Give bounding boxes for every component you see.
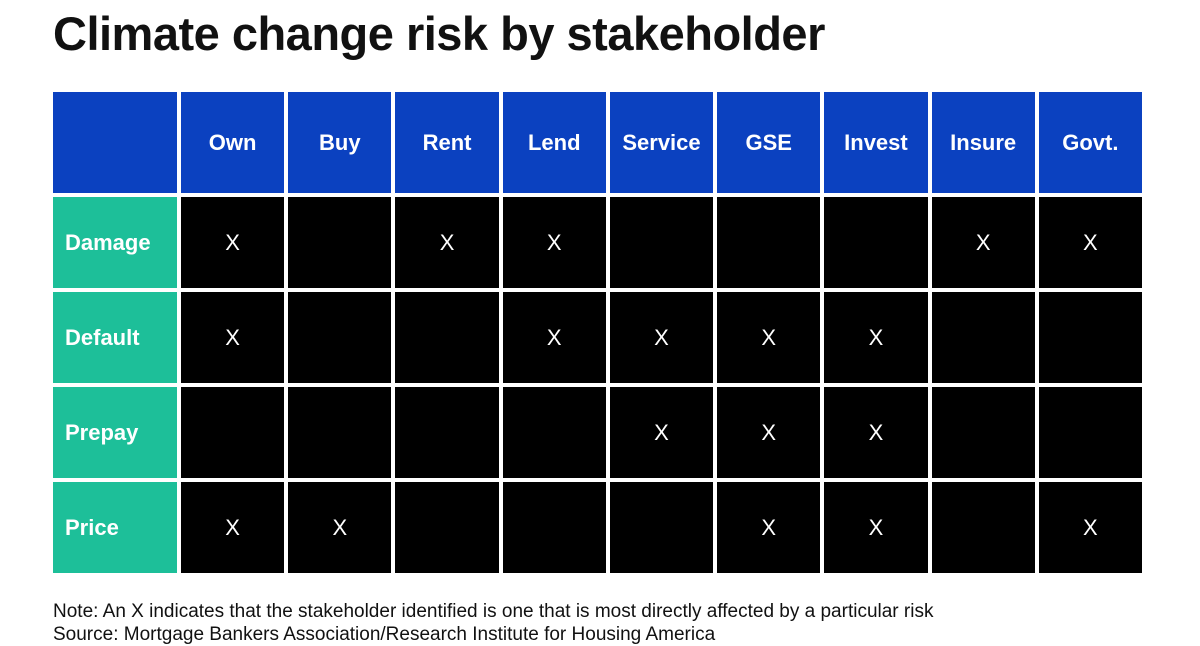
table-cell: X bbox=[181, 292, 285, 383]
page: Climate change risk by stakeholder Own Bu… bbox=[53, 7, 1142, 645]
table-cell: X bbox=[931, 197, 1035, 288]
column-header: Govt. bbox=[1038, 92, 1142, 193]
table-cell: X bbox=[181, 482, 285, 573]
table-cell: X bbox=[1038, 482, 1142, 573]
row-label: Default bbox=[53, 292, 177, 383]
table-cell bbox=[502, 482, 606, 573]
row-label: Damage bbox=[53, 197, 177, 288]
table-cell: X bbox=[609, 387, 714, 478]
column-header: Service bbox=[609, 92, 714, 193]
table-cell bbox=[395, 387, 499, 478]
table-cell bbox=[502, 387, 606, 478]
table-cell bbox=[288, 292, 392, 383]
table-cell: X bbox=[824, 482, 928, 573]
table-cell bbox=[931, 482, 1035, 573]
column-header: Buy bbox=[288, 92, 392, 193]
row-label: Prepay bbox=[53, 387, 177, 478]
table-cell bbox=[1038, 387, 1142, 478]
note: Note: An X indicates that the stakeholde… bbox=[53, 601, 934, 622]
table-cell: X bbox=[502, 197, 606, 288]
column-header: Own bbox=[181, 92, 285, 193]
table-cell: X bbox=[717, 482, 821, 573]
table-cell: X bbox=[502, 292, 606, 383]
table-cell bbox=[395, 482, 499, 573]
table-cell bbox=[824, 197, 928, 288]
column-header: Lend bbox=[502, 92, 606, 193]
table-cell bbox=[609, 197, 714, 288]
table-cell bbox=[181, 387, 285, 478]
table-cell: X bbox=[288, 482, 392, 573]
table-cell bbox=[931, 387, 1035, 478]
table-cell: X bbox=[609, 292, 714, 383]
table-cell: X bbox=[181, 197, 285, 288]
table-cell bbox=[288, 387, 392, 478]
table-cell: X bbox=[395, 197, 499, 288]
corner-cell bbox=[53, 92, 177, 193]
table-cell bbox=[609, 482, 714, 573]
source: Source: Mortgage Bankers Association/Res… bbox=[53, 624, 716, 645]
table-cell bbox=[395, 292, 499, 383]
column-header: GSE bbox=[717, 92, 821, 193]
row-label: Price bbox=[53, 482, 177, 573]
table-cell: X bbox=[1038, 197, 1142, 288]
column-header: Invest bbox=[824, 92, 928, 193]
table-cell: X bbox=[717, 292, 821, 383]
table-cell: X bbox=[824, 292, 928, 383]
title: Climate change risk by stakeholder bbox=[53, 7, 825, 60]
table-cell: X bbox=[717, 387, 821, 478]
table-cell bbox=[717, 197, 821, 288]
table-cell bbox=[288, 197, 392, 288]
table-cell bbox=[1038, 292, 1142, 383]
column-header: Insure bbox=[931, 92, 1035, 193]
risk-table: Own Buy Rent Lend Service GSE Invest Insure Govt… bbox=[53, 92, 1142, 573]
column-header: Rent bbox=[395, 92, 499, 193]
table-cell bbox=[931, 292, 1035, 383]
table-cell: X bbox=[824, 387, 928, 478]
